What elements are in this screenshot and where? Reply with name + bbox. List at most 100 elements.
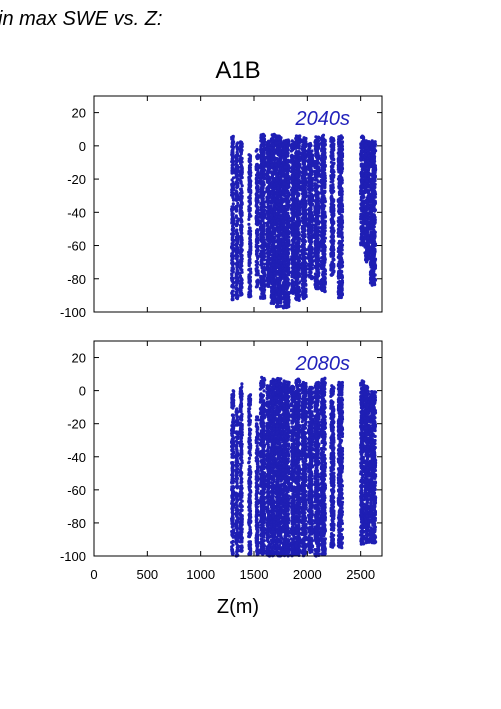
data-point: [301, 275, 305, 279]
data-point: [300, 239, 304, 243]
data-point: [285, 160, 289, 164]
data-point: [260, 246, 264, 250]
data-point: [263, 254, 267, 259]
data-point: [278, 245, 282, 249]
data-point: [235, 150, 239, 154]
data-point: [275, 219, 279, 223]
data-point: [301, 236, 305, 240]
data-point: [297, 184, 301, 188]
data-point: [282, 261, 287, 265]
data-point: [282, 281, 286, 286]
data-point: [270, 253, 274, 257]
data-point: [231, 202, 235, 206]
data-point: [230, 163, 235, 167]
data-point: [309, 192, 313, 196]
data-point: [240, 156, 244, 161]
data-point: [230, 227, 234, 232]
data-point: [277, 140, 282, 144]
data-point: [294, 200, 298, 204]
data-point: [230, 188, 234, 192]
data-point: [249, 163, 253, 167]
data-point: [238, 169, 242, 173]
data-point: [301, 252, 306, 256]
data-point: [289, 154, 293, 158]
data-point: [282, 232, 286, 236]
data-point: [234, 274, 238, 278]
data-point: [238, 217, 243, 221]
data-point: [283, 149, 287, 153]
data-point: [256, 280, 260, 284]
data-point: [278, 280, 282, 284]
data-point: [291, 247, 295, 251]
data-point: [259, 202, 263, 206]
data-point: [276, 236, 280, 240]
data-point: [247, 222, 251, 226]
data-point: [302, 179, 306, 183]
data-point: [308, 271, 313, 275]
data-point: [230, 276, 234, 280]
data-point: [238, 284, 242, 288]
data-point: [231, 267, 235, 271]
data-point: [295, 256, 299, 260]
data-point: [261, 209, 265, 213]
data-point: [295, 173, 299, 178]
data-point: [247, 226, 252, 230]
data-point: [230, 209, 234, 213]
data-point: [230, 160, 234, 164]
data-point: [270, 286, 275, 290]
data-point: [235, 254, 239, 258]
data-point: [286, 198, 290, 202]
data-point: [281, 242, 285, 246]
data-point: [283, 178, 287, 182]
data-point: [256, 153, 260, 157]
data-point: [255, 260, 259, 264]
data-point: [291, 252, 295, 256]
data-point: [275, 174, 279, 178]
data-point: [240, 254, 244, 258]
data-point: [283, 301, 287, 305]
data-point: [235, 156, 239, 160]
data-point: [255, 254, 259, 258]
data-point: [270, 180, 274, 184]
data-point: [249, 267, 253, 271]
data-point: [266, 229, 270, 233]
data-point: [290, 148, 294, 152]
data-point: [230, 184, 234, 188]
data-point: [247, 215, 251, 219]
data-point: [234, 189, 238, 193]
data-point: [285, 204, 289, 208]
data-point: [277, 195, 281, 199]
data-point: [248, 255, 252, 259]
data-point: [285, 273, 290, 277]
data-point: [274, 141, 279, 145]
data-point: [234, 243, 238, 247]
data-point: [286, 180, 290, 184]
data-point: [256, 239, 260, 243]
data-point: [277, 227, 281, 231]
data-point: [259, 287, 263, 291]
data-point: [275, 166, 279, 170]
data-point: [266, 151, 270, 155]
data-point: [284, 242, 288, 246]
data-point: [235, 258, 239, 262]
data-point: [281, 239, 285, 243]
data-point: [262, 248, 266, 252]
data-point: [275, 212, 279, 216]
data-point: [287, 257, 291, 262]
data-point: [279, 158, 283, 162]
data-point: [261, 237, 265, 241]
data-point: [256, 236, 260, 240]
data-point: [232, 170, 236, 174]
data-point: [247, 261, 251, 265]
data-point: [294, 253, 298, 257]
data-point: [291, 230, 295, 234]
data-point: [295, 135, 299, 139]
data-point: [266, 173, 270, 177]
data-point: [281, 205, 285, 209]
data-point: [231, 240, 235, 244]
data-point: [300, 271, 304, 275]
data-point: [271, 231, 275, 235]
data-point: [235, 297, 239, 301]
